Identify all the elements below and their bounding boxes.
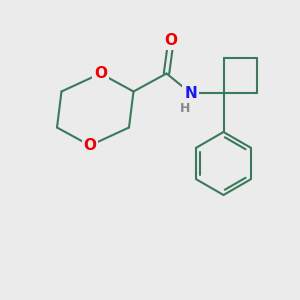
Text: O: O [164, 33, 178, 48]
Text: N: N [184, 85, 197, 100]
Text: O: O [94, 66, 107, 81]
Text: H: H [180, 102, 190, 115]
Text: O: O [83, 138, 97, 153]
